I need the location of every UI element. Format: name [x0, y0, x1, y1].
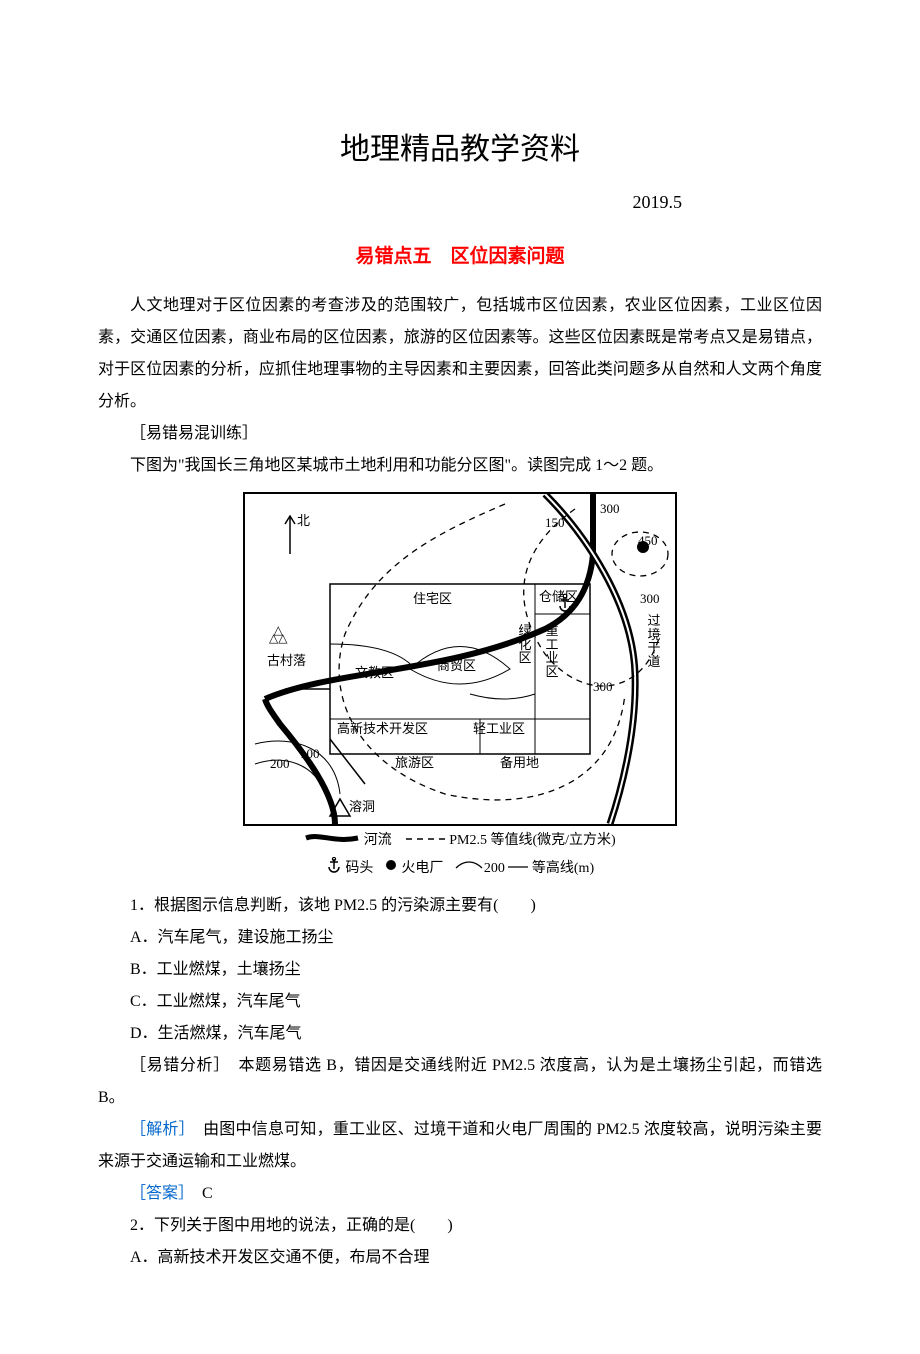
legend-contour-sample: 200 — [484, 861, 505, 876]
zone-education: 文教区 — [355, 666, 394, 680]
ans-label: ［答案］ — [130, 1185, 186, 1202]
zone-heavy-industry: 重工业区 — [545, 624, 559, 679]
legend-pm25: PM2.5 等值线(微克/立方米) — [449, 833, 615, 848]
dock-icon — [326, 857, 342, 881]
pm25-300b: 300 — [640, 592, 660, 606]
ans-text: C — [202, 1185, 213, 1202]
pm25-450: 450 — [638, 534, 658, 548]
ana-text: 由图中信息可知，重工业区、过境干道和火电厂周围的 PM2.5 浓度较高，说明污染… — [98, 1121, 822, 1170]
zone-transit: 过境干道 — [647, 614, 661, 669]
contour-200a: 200 — [270, 757, 290, 771]
legend-plant: 火电厂 — [401, 861, 443, 876]
q1-opt-a: A．汽车尾气，建设施工扬尘 — [98, 922, 822, 954]
q2-opt-a: A．高新技术开发区交通不便，布局不合理 — [98, 1242, 822, 1274]
q1-answer: ［答案］ C — [98, 1178, 822, 1210]
zone-hitech: 高新技术开发区 — [337, 722, 428, 736]
zone-tourism: 旅游区 — [395, 756, 434, 770]
q1-error-analysis: ［易错分析］ 本题易错选 B，错因是交通线附近 PM2.5 浓度高，认为是土壤扬… — [98, 1050, 822, 1114]
main-title: 地理精品教学资料 — [98, 120, 822, 180]
q1-opt-d: D．生活燃煤，汽车尾气 — [98, 1018, 822, 1050]
legend-row-1: 河流 PM2.5 等值线(微克/立方米) — [243, 830, 677, 853]
zone-warehouse: 仓储区 — [539, 590, 578, 604]
village-icon: △ △△ — [269, 624, 287, 644]
intro-paragraph: 人文地理对于区位因素的考查涉及的范围较广，包括城市区位因素，农业区位因素，工业区… — [98, 290, 822, 418]
legend-river: 河流 — [364, 833, 392, 848]
err-label: ［易错分析］ — [130, 1057, 222, 1074]
contour-icon-2 — [508, 858, 528, 880]
legend-contour: 等高线(m) — [532, 861, 594, 876]
contour-icon — [454, 858, 484, 880]
map-diagram: △ △△ 北 古村落 住宅区 仓储区 文教区 商贸区 绿化区 重工业区 高新技术… — [243, 492, 677, 826]
pm25-300c: 300 — [593, 680, 613, 694]
north-label: 北 — [297, 514, 310, 528]
zone-residential: 住宅区 — [413, 592, 452, 606]
document-page: 地理精品教学资料 2019.5 易错点五 区位因素问题 人文地理对于区位因素的考… — [0, 0, 920, 1354]
zone-light-industry: 轻工业区 — [473, 722, 525, 736]
zone-village: 古村落 — [267, 654, 306, 668]
q1-analysis: ［解析］ 由图中信息可知，重工业区、过境干道和火电厂周围的 PM2.5 浓度较高… — [98, 1114, 822, 1178]
date-label: 2019.5 — [98, 184, 822, 220]
legend-row-2: 码头 火电厂 200 等高线(m) — [243, 857, 677, 881]
zone-cave: 溶洞 — [349, 800, 375, 814]
q1-stem: 1．根据图示信息判断，该地 PM2.5 的污染源主要有( ) — [98, 890, 822, 922]
zone-greenbelt: 绿化区 — [518, 624, 532, 665]
pm25-line-icon — [406, 830, 446, 852]
q2-stem: 2．下列关于图中用地的说法，正确的是( ) — [98, 1210, 822, 1242]
contour-100: 100 — [300, 747, 320, 761]
sub-title: 易错点五 区位因素问题 — [98, 238, 822, 276]
pm25-150: 150 — [545, 516, 565, 530]
pm25-300a: 300 — [600, 502, 620, 516]
legend-dock: 码头 — [345, 861, 373, 876]
zone-reserve: 备用地 — [500, 756, 539, 770]
ana-label: ［解析］ — [130, 1121, 187, 1138]
section-label: ［易错易混训练］ — [98, 418, 822, 450]
q1-opt-c: C．工业燃煤，汽车尾气 — [98, 986, 822, 1018]
river-icon — [304, 830, 360, 852]
zone-commerce: 商贸区 — [437, 659, 476, 673]
plant-icon — [384, 858, 398, 880]
figure-intro: 下图为"我国长三角地区某城市土地利用和功能分区图"。读图完成 1～2 题。 — [98, 450, 822, 482]
q1-opt-b: B．工业燃煤，土壤扬尘 — [98, 954, 822, 986]
figure: △ △△ 北 古村落 住宅区 仓储区 文教区 商贸区 绿化区 重工业区 高新技术… — [98, 492, 822, 884]
